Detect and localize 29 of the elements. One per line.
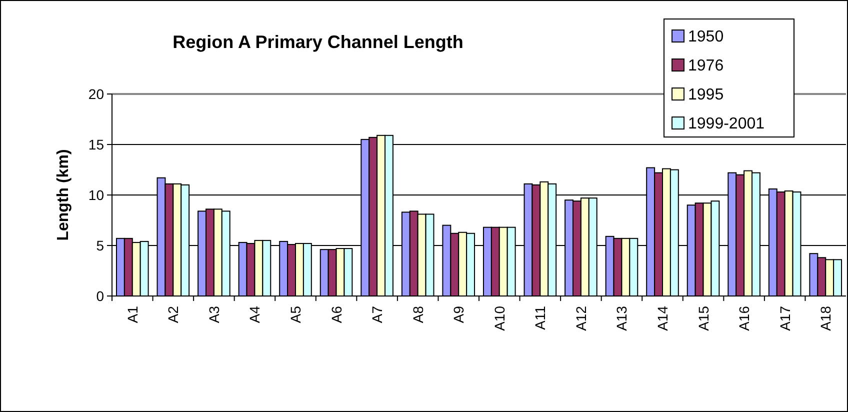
y-axis-title: Length (km) [55,149,72,241]
x-tick-label: A17 [776,306,793,331]
x-tick-label: A2 [165,306,182,324]
y-tick-label: 15 [88,136,104,152]
legend-label: 1950 [688,28,724,46]
x-tick-label: A12 [572,306,589,331]
x-tick-label: A7 [369,306,386,324]
x-tick-label: A18 [818,306,834,331]
x-tick-label: A15 [695,306,712,331]
x-tick-label: A11 [532,306,548,330]
x-tick-label: A16 [736,306,752,331]
x-tick-label: A14 [654,306,670,331]
y-tick-label: 20 [88,86,104,102]
x-tick-label: A6 [328,306,344,324]
legend-label: 1999-2001 [688,116,765,133]
chart-title: Region A Primary Channel Length [172,32,464,52]
y-tick-label: 0 [96,288,104,304]
legend-label: 1995 [688,86,724,104]
x-tick-label: A1 [124,306,140,324]
x-tick-label: A3 [206,306,222,324]
x-tick-label: A4 [246,306,263,324]
x-tick-label: A8 [410,306,426,324]
y-tick-label: 5 [96,237,104,254]
x-tick-label: A13 [614,306,630,331]
x-tick-label: A5 [288,306,304,324]
y-tick-label: 10 [88,186,104,203]
x-tick-label: A9 [450,306,467,324]
x-tick-label: A10 [491,306,508,331]
legend-label: 1976 [688,58,724,75]
